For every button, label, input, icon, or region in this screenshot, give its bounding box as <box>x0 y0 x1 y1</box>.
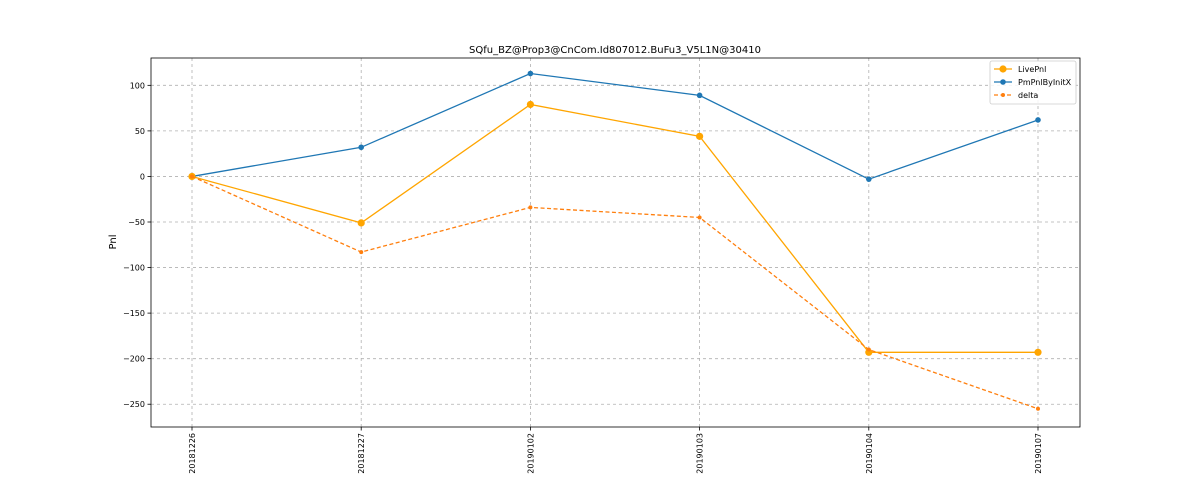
data-point-delta <box>1036 406 1040 411</box>
y-axis-label: Pnl <box>108 235 119 250</box>
data-point-livepnl <box>526 100 535 109</box>
series-line-livepnl <box>191 103 1038 353</box>
data-point-livepnl <box>357 219 365 227</box>
data-point-delta <box>697 215 702 220</box>
data-point-delta <box>190 174 194 179</box>
data-point-livepnl <box>696 132 704 140</box>
series-line-delta <box>191 175 1039 410</box>
data-point-pmpnlbyinitx <box>866 176 872 182</box>
data-point-livepnl <box>1034 348 1042 356</box>
x-tick-label: 20190102 <box>526 433 535 474</box>
data-point-livepnl <box>865 348 873 356</box>
y-tick-label: 50 <box>135 127 145 136</box>
legend-marker-livepnl <box>999 65 1007 73</box>
legend-marker-delta <box>1001 93 1005 97</box>
y-tick-label: −200 <box>123 355 145 364</box>
chart-title: SQfu_BZ@Prop3@CnCom.Id807012.BuFu3_V5L1N… <box>469 45 761 56</box>
legend-label-pmpnlbyinitx: PmPnlByInitX <box>1018 78 1072 87</box>
data-point-pmpnlbyinitx <box>358 144 365 151</box>
y-tick-label: −50 <box>128 218 145 227</box>
legend-label-delta: delta <box>1018 91 1038 100</box>
x-tick-label: 20181227 <box>357 433 366 474</box>
x-tick-label: 20181226 <box>188 433 197 474</box>
y-tick-label: −250 <box>123 400 145 409</box>
x-tick-label: 20190107 <box>1034 433 1043 474</box>
y-tick-label: −100 <box>123 264 145 273</box>
y-tick-label: 0 <box>140 172 145 181</box>
data-point-delta <box>866 347 871 352</box>
data-point-delta <box>359 250 364 255</box>
grid-lines <box>151 58 1080 427</box>
legend-label-livepnl: LivePnl <box>1018 65 1046 74</box>
y-tick-label: −150 <box>123 309 145 318</box>
legend-box <box>989 60 1077 105</box>
legend-marker-pmpnlbyinitx <box>1000 79 1006 85</box>
x-tick-label: 20190103 <box>696 433 705 474</box>
series-layer <box>188 70 1042 411</box>
series-line-pmpnlbyinitx <box>191 72 1039 180</box>
x-tick-label: 20190104 <box>865 433 874 474</box>
data-point-delta <box>528 205 533 210</box>
legend: LivePnl PmPnlByInitX delta <box>989 60 1077 105</box>
data-point-pmpnlbyinitx <box>1035 117 1041 123</box>
axis-ticks: 20181226 20181227 20190102 20190103 20190104… <box>123 81 1043 473</box>
data-point-pmpnlbyinitx <box>696 92 703 99</box>
y-tick-label: 100 <box>130 81 145 90</box>
plot-area <box>150 57 1081 428</box>
data-point-pmpnlbyinitx <box>527 70 534 77</box>
